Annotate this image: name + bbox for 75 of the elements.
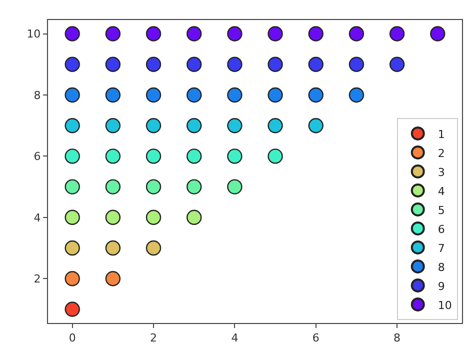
point: [308, 56, 324, 72]
point: [268, 26, 283, 42]
point: [268, 148, 283, 164]
point: [146, 148, 162, 164]
point: [146, 87, 162, 103]
point: [227, 179, 242, 194]
point: [146, 26, 162, 42]
legend-label: 8: [438, 260, 445, 274]
legend-label: 9: [438, 280, 445, 293]
point: [186, 87, 202, 103]
point: [105, 148, 121, 164]
y-tick-label: 2: [34, 272, 41, 286]
point: [105, 240, 121, 256]
x-tick-label: 8: [394, 331, 401, 344]
legend-label: 1: [438, 128, 445, 141]
point: [64, 240, 80, 256]
x-tick-label: 0: [68, 331, 76, 344]
point: [268, 118, 283, 134]
x-tick-label: 4: [231, 331, 238, 344]
point: [105, 56, 121, 72]
point: [186, 26, 202, 42]
point: [105, 179, 121, 194]
point: [389, 56, 405, 72]
point: [430, 26, 446, 42]
point: [186, 148, 202, 164]
legend-label: 6: [438, 222, 445, 236]
legend-label: 10: [438, 298, 452, 312]
point: [64, 210, 80, 226]
point: [64, 302, 80, 317]
point: [64, 271, 80, 286]
point: [64, 56, 80, 72]
point: [308, 118, 324, 134]
point: [389, 26, 405, 42]
y-tick-label: 6: [34, 150, 41, 164]
legend-label: 2: [438, 146, 445, 160]
point: [348, 26, 364, 42]
point: [105, 210, 121, 226]
y-tick-label: 10: [26, 28, 41, 41]
point: [186, 56, 202, 72]
point: [105, 271, 121, 286]
point: [308, 87, 324, 103]
point: [64, 87, 80, 103]
legend-label: 5: [438, 204, 445, 217]
point: [64, 148, 80, 164]
point: [348, 56, 364, 72]
point: [186, 210, 202, 226]
point: [146, 118, 162, 134]
legend-label: 3: [438, 166, 445, 179]
point: [64, 118, 80, 134]
point: [308, 26, 324, 42]
point: [227, 26, 242, 42]
point: [227, 148, 242, 164]
point: [186, 179, 202, 194]
y-tick-label: 8: [34, 88, 41, 102]
point: [227, 118, 242, 134]
legend-label: 7: [438, 242, 445, 255]
point: [105, 87, 121, 103]
legend-label: 4: [438, 184, 445, 198]
point: [186, 118, 202, 134]
point: [268, 87, 283, 103]
point: [227, 56, 242, 72]
point: [146, 56, 162, 72]
point: [227, 87, 242, 103]
point: [64, 26, 80, 42]
y-tick-label: 4: [34, 211, 41, 224]
point: [146, 210, 162, 226]
point: [64, 179, 80, 194]
point: [105, 118, 121, 134]
point: [146, 179, 162, 194]
x-tick-label: 2: [150, 331, 158, 344]
point: [146, 240, 162, 256]
point: [268, 56, 283, 72]
x-tick-label: 6: [312, 331, 320, 344]
point: [348, 87, 364, 103]
point: [105, 26, 121, 42]
